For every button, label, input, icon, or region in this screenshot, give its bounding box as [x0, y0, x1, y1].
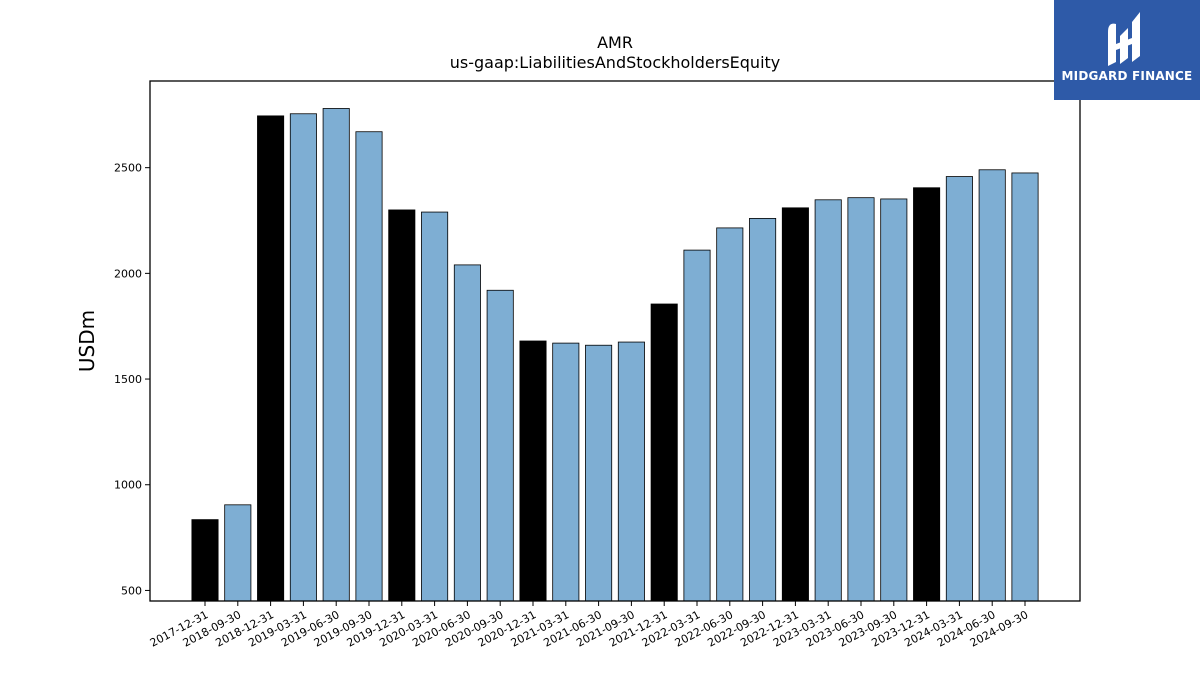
y-tick-label: 1000: [114, 479, 142, 492]
y-axis: 500 1000 1500 2000 2500: [114, 162, 150, 597]
bar-2022-06-30: [716, 227, 744, 602]
midgard-logo-icon: [1108, 12, 1140, 66]
bar-2017-12-31: [191, 519, 219, 602]
y-axis-label: USDm: [75, 310, 99, 372]
y-tick-label: 2500: [114, 162, 142, 175]
bar-2020-03-31: [421, 211, 449, 602]
bar-2021-03-31: [552, 342, 580, 602]
bar-2023-06-30: [847, 197, 875, 602]
bar-2019-09-30: [355, 131, 383, 602]
chart-subtitle: us-gaap:LiabilitiesAndStockholdersEquity: [450, 53, 781, 72]
y-tick-label: 1500: [114, 373, 142, 386]
bar-2023-03-31: [814, 199, 842, 602]
bar-2021-06-30: [585, 344, 613, 602]
bar-2020-12-31: [519, 340, 547, 602]
logo-text: MIDGARD FINANCE: [1061, 69, 1193, 83]
bar-2023-09-30: [880, 198, 908, 602]
x-axis: 2017-12-312018-09-302018-12-312019-03-31…: [148, 601, 1030, 650]
bar-2021-12-31: [650, 303, 678, 602]
bar-2019-06-30: [322, 108, 350, 602]
y-tick-label: 2000: [114, 267, 142, 280]
bar-2022-12-31: [781, 207, 809, 602]
bar-2024-09-30: [1011, 172, 1039, 602]
bar-2022-09-30: [749, 217, 777, 602]
bar-2019-03-31: [289, 113, 317, 602]
bar-2020-06-30: [453, 264, 481, 602]
bar-2024-03-31: [945, 176, 973, 602]
chart-title: AMR: [597, 33, 633, 52]
bar-2018-12-31: [257, 115, 285, 602]
bar-2021-09-30: [617, 341, 645, 602]
bars-group: [191, 108, 1039, 602]
bar-2020-09-30: [486, 289, 514, 602]
y-tick-label: 500: [121, 584, 142, 597]
bar-2024-06-30: [978, 169, 1006, 602]
midgard-finance-logo: MIDGARD FINANCE: [1054, 0, 1200, 100]
bar-2018-09-30: [224, 504, 252, 602]
plot-frame: [149, 80, 1081, 602]
bar-2022-03-31: [683, 249, 711, 602]
bar-2023-12-31: [913, 187, 941, 602]
bar-2019-12-31: [388, 209, 416, 602]
